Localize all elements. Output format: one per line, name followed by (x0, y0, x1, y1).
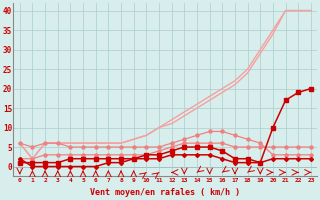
X-axis label: Vent moyen/en rafales ( km/h ): Vent moyen/en rafales ( km/h ) (90, 188, 240, 197)
